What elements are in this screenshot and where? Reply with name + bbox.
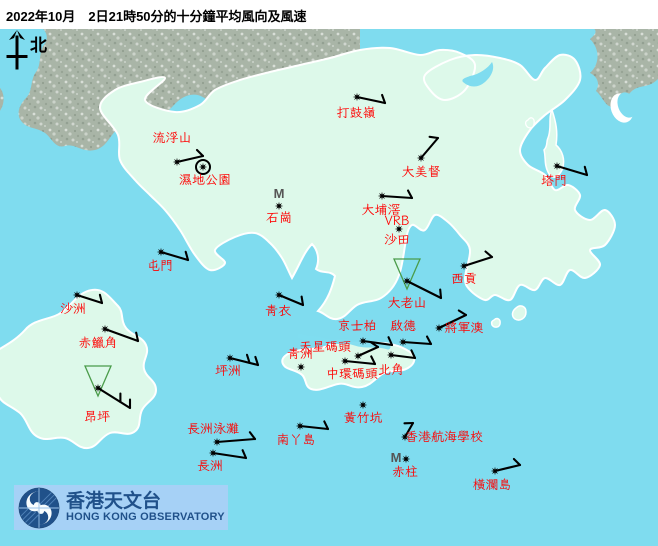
- svg-text:昂坪: 昂坪: [84, 408, 110, 425]
- svg-text:流浮山: 流浮山: [152, 129, 191, 146]
- svg-text:北: 北: [30, 36, 47, 55]
- svg-text:長洲: 長洲: [197, 457, 223, 474]
- svg-text:黃竹坑: 黃竹坑: [343, 409, 382, 426]
- svg-text:大美督: 大美督: [401, 163, 440, 180]
- svg-text:M: M: [274, 186, 285, 201]
- svg-text:青洲: 青洲: [287, 345, 313, 362]
- svg-text:南丫島: 南丫島: [276, 431, 315, 448]
- svg-text:VRB: VRB: [385, 212, 410, 229]
- svg-text:塔門: 塔門: [541, 172, 567, 189]
- svg-text:打鼓嶺: 打鼓嶺: [336, 104, 375, 121]
- svg-text:橫瀾島: 橫瀾島: [472, 476, 511, 493]
- svg-text:大老山: 大老山: [387, 294, 426, 311]
- svg-text:沙洲: 沙洲: [60, 300, 86, 317]
- svg-text:赤柱: 赤柱: [392, 463, 418, 480]
- svg-text:香港航海學校: 香港航海學校: [405, 428, 483, 445]
- svg-text:赤鱲角: 赤鱲角: [78, 334, 117, 351]
- svg-text:啟德: 啟德: [390, 317, 416, 334]
- svg-text:長洲泳灘: 長洲泳灘: [187, 420, 239, 437]
- svg-text:青衣: 青衣: [265, 302, 291, 319]
- svg-text:石崗: 石崗: [266, 209, 292, 226]
- svg-text:西貢: 西貢: [451, 270, 477, 287]
- svg-text:京士柏: 京士柏: [337, 317, 376, 334]
- svg-text:坪洲: 坪洲: [215, 362, 241, 379]
- svg-text:沙田: 沙田: [384, 231, 410, 248]
- svg-text:濕地公園: 濕地公園: [179, 171, 231, 188]
- svg-text:北角: 北角: [378, 361, 404, 378]
- svg-text:屯門: 屯門: [147, 257, 173, 274]
- svg-text:將軍澳: 將軍澳: [444, 319, 483, 336]
- svg-text:中環碼頭: 中環碼頭: [326, 365, 378, 382]
